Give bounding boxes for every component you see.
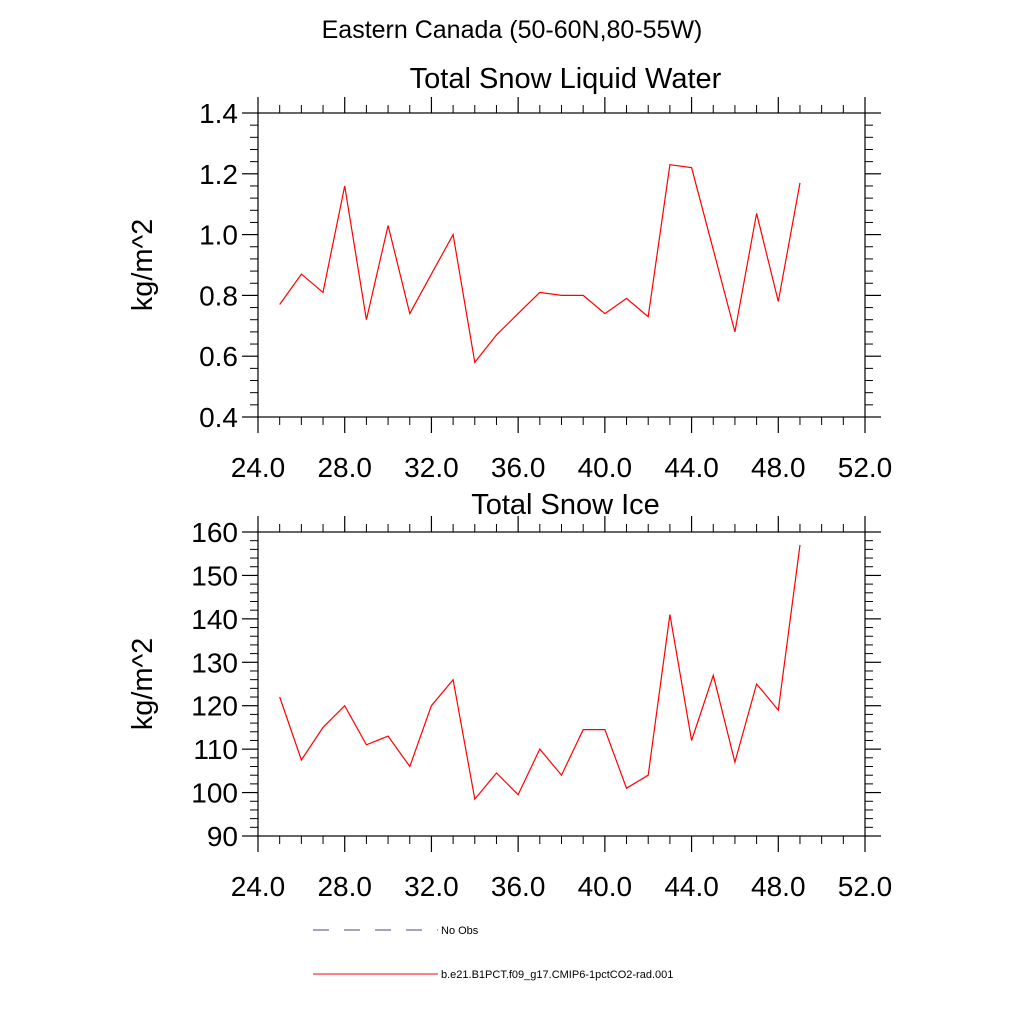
panel2-y-tick-label: 150 xyxy=(191,560,238,591)
panel1-x-tick-label: 36.0 xyxy=(491,452,546,483)
panel2-title: Total Snow Ice xyxy=(471,489,660,521)
panel1-y-tick-label: 0.4 xyxy=(199,402,238,433)
panel1-x-tick-label: 24.0 xyxy=(231,452,286,483)
panel2-x-tick-label: 52.0 xyxy=(838,871,893,902)
panel2-x-tick-label: 40.0 xyxy=(578,871,633,902)
panel1-title: Total Snow Liquid Water xyxy=(410,63,722,95)
panel2-series-line-1 xyxy=(279,544,801,801)
panel2-x-tick-label: 28.0 xyxy=(317,871,372,902)
panel1-y-tick-label: 0.6 xyxy=(199,341,238,372)
legend-label-no-obs: No Obs xyxy=(441,925,479,937)
panel2-x-tick-label: 36.0 xyxy=(491,871,546,902)
panel2-y-tick-label: 130 xyxy=(191,647,238,678)
panel2-y-axis-label: kg/m^2 xyxy=(127,638,159,731)
panel2-x-tick-label: 32.0 xyxy=(404,871,459,902)
panel1-x-tick-label: 28.0 xyxy=(317,452,372,483)
figure-title: Eastern Canada (50-60N,80-55W) xyxy=(321,16,703,44)
panel2-y-tick-label: 120 xyxy=(191,691,238,722)
panel1-y-tick-label: 1.0 xyxy=(199,220,238,251)
panel1-frame xyxy=(257,112,866,418)
panel2-y-tick-label: 90 xyxy=(207,821,238,852)
panel2-x-tick-label: 48.0 xyxy=(751,871,806,902)
panel1-series-line-1 xyxy=(279,164,801,364)
panel1-x-tick-label: 40.0 xyxy=(578,452,633,483)
panel2-y-tick-label: 110 xyxy=(193,734,238,765)
panel1-x-tick-label: 44.0 xyxy=(664,452,719,483)
panel2-y-tick-label: 160 xyxy=(191,517,238,548)
panel1-y-tick-label: 1.2 xyxy=(199,159,238,190)
panel1-x-tick-label: 32.0 xyxy=(404,452,459,483)
panel2-x-tick-label: 44.0 xyxy=(664,871,719,902)
legend-label-model: b.e21.B1PCT.f09_g17.CMIP6-1pctCO2-rad.00… xyxy=(441,969,673,981)
panel2-x-tick-label: 24.0 xyxy=(231,871,286,902)
panel1-y-tick-label: 1.4 xyxy=(199,98,238,129)
panel1-x-tick-label: 52.0 xyxy=(838,452,893,483)
panel2-frame xyxy=(257,531,866,837)
panel1-y-axis-label: kg/m^2 xyxy=(127,219,159,312)
panel1-x-tick-label: 48.0 xyxy=(751,452,806,483)
panel2-y-tick-label: 100 xyxy=(191,778,238,809)
panel1-y-tick-label: 0.8 xyxy=(199,280,238,311)
panel2-y-tick-label: 140 xyxy=(191,604,238,635)
